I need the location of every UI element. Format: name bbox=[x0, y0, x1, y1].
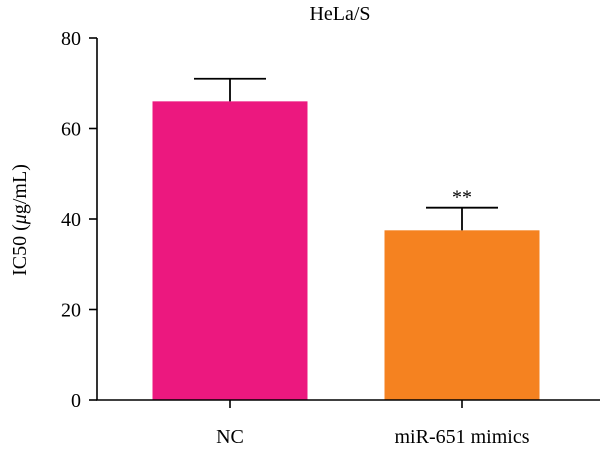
error-bars-group bbox=[194, 77, 498, 231]
x-category-label: miR-651 mimics bbox=[395, 426, 530, 448]
y-tick-label: 60 bbox=[61, 119, 81, 141]
y-axis-label: IC50 (μg/mL) bbox=[9, 164, 31, 276]
y-axis-label-greek: μ bbox=[9, 214, 31, 225]
bar-mir-651-mimics bbox=[384, 230, 540, 400]
y-tick-label: 20 bbox=[61, 300, 81, 322]
y-tick-label: 40 bbox=[61, 209, 81, 231]
x-category-label: NC bbox=[216, 426, 244, 448]
y-tick-label: 80 bbox=[61, 28, 81, 50]
y-tick-label: 0 bbox=[71, 390, 81, 412]
bar-nc bbox=[152, 101, 308, 400]
chart-title: HeLa/S bbox=[309, 3, 370, 25]
x-ticks-group: NC miR-651 mimics bbox=[216, 400, 530, 448]
y-ticks-group: 0 20 40 60 80 bbox=[61, 28, 97, 412]
y-axis-label-prefix: IC50 ( bbox=[9, 224, 31, 276]
bars-group bbox=[152, 101, 540, 400]
annotations-group: ** bbox=[452, 187, 472, 209]
y-axis-label-suffix: g/mL) bbox=[9, 164, 31, 214]
significance-marker: ** bbox=[452, 187, 472, 209]
